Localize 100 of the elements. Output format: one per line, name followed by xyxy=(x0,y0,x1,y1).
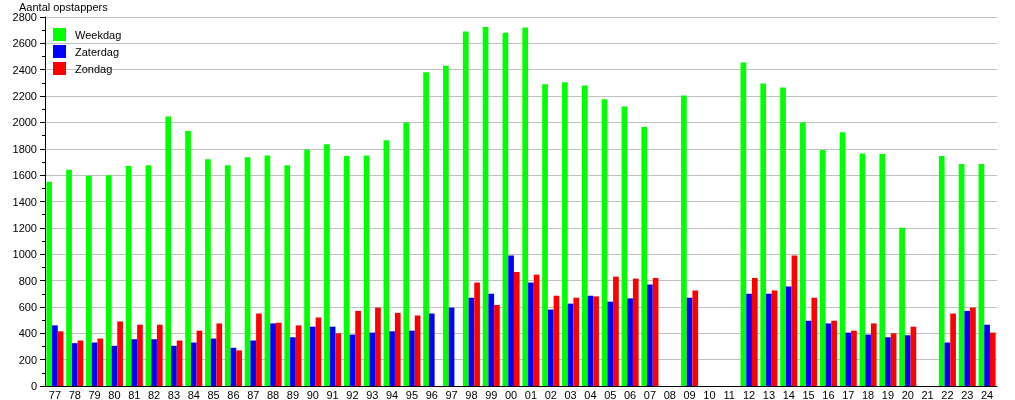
x-tick-label: 24 xyxy=(980,388,994,400)
bar xyxy=(205,159,211,386)
bar xyxy=(845,332,852,386)
y-tick-label: 2000 xyxy=(12,116,37,129)
bar xyxy=(284,165,291,386)
bar xyxy=(632,278,639,386)
bar xyxy=(641,127,648,386)
bar xyxy=(613,276,619,386)
bar xyxy=(970,307,976,386)
y-tick-label: 2200 xyxy=(12,90,37,103)
bar xyxy=(409,330,415,386)
x-tick-label: 19 xyxy=(881,388,895,400)
bar xyxy=(428,313,435,386)
x-tick-label: 78 xyxy=(68,388,81,400)
bar xyxy=(831,320,837,386)
bar xyxy=(593,296,599,386)
legend-label: Weekdag xyxy=(75,28,122,41)
x-tick-label: 03 xyxy=(564,388,577,400)
bar xyxy=(627,298,633,386)
x-tick-label: 16 xyxy=(822,388,835,400)
bar xyxy=(870,323,877,386)
y-tick-label: 400 xyxy=(18,327,37,340)
bar xyxy=(899,227,905,386)
bar xyxy=(97,338,104,386)
x-tick-label: 23 xyxy=(961,388,974,400)
bar xyxy=(389,331,395,386)
x-tick-label: 01 xyxy=(524,388,538,400)
bar xyxy=(369,332,376,386)
bar xyxy=(394,312,401,386)
x-tick-label: 05 xyxy=(604,388,617,400)
bar xyxy=(474,282,480,386)
bar xyxy=(573,297,580,386)
x-tick-label: 04 xyxy=(584,388,597,400)
bar xyxy=(355,310,361,386)
bar xyxy=(171,345,177,386)
x-tick-label: 93 xyxy=(366,388,379,400)
bar xyxy=(522,27,529,386)
bar xyxy=(785,286,792,386)
bar xyxy=(190,342,197,386)
x-tick-label: 02 xyxy=(544,388,557,400)
x-tick-label: 17 xyxy=(842,388,855,400)
x-tick-label: 11 xyxy=(723,388,735,400)
bar xyxy=(547,309,554,386)
x-tick-label: 18 xyxy=(861,388,875,400)
x-tick-label: 77 xyxy=(48,388,62,400)
x-tick-label: 15 xyxy=(802,388,815,400)
bar xyxy=(52,325,58,386)
bar xyxy=(309,326,316,386)
bar xyxy=(443,65,449,386)
bar xyxy=(224,165,231,386)
x-tick-label: 86 xyxy=(227,388,240,400)
x-tick-label: 90 xyxy=(306,388,319,400)
y-tick-label: 1200 xyxy=(12,221,37,234)
bar xyxy=(343,156,350,386)
y-tick-label: 800 xyxy=(18,274,37,287)
bar xyxy=(938,156,945,386)
bar xyxy=(508,255,514,386)
bar xyxy=(647,284,653,386)
bar xyxy=(66,169,72,386)
bar xyxy=(256,313,262,386)
bar xyxy=(46,181,53,386)
bar xyxy=(151,339,157,386)
x-tick-label: 00 xyxy=(504,388,518,400)
bar xyxy=(780,87,786,386)
x-tick-label: 85 xyxy=(207,388,220,400)
bar xyxy=(607,301,614,386)
bar xyxy=(86,175,92,386)
x-tick-label: 81 xyxy=(128,388,141,400)
bar xyxy=(811,297,818,386)
bar xyxy=(275,322,282,386)
y-tick-label: 2400 xyxy=(12,63,37,76)
bar xyxy=(692,290,699,386)
x-tick-label: 98 xyxy=(465,388,478,400)
bar xyxy=(290,337,296,386)
x-tick-label: 12 xyxy=(742,388,756,400)
bar xyxy=(185,130,191,386)
x-tick-label: 06 xyxy=(623,388,637,400)
bar xyxy=(964,310,971,386)
bar xyxy=(165,116,172,386)
bar xyxy=(800,122,806,386)
y-tick-label: 2800 xyxy=(12,11,37,23)
x-tick-label: 20 xyxy=(901,388,914,400)
x-tick-label: 96 xyxy=(425,388,438,400)
bar xyxy=(335,333,342,386)
x-tick-label: 13 xyxy=(762,388,776,400)
legend-label: Zondag xyxy=(75,62,113,75)
bar xyxy=(989,332,996,386)
bar xyxy=(819,150,826,386)
x-tick-label: 82 xyxy=(147,388,161,400)
x-tick-label: 88 xyxy=(266,388,280,400)
bar xyxy=(751,277,758,386)
x-tick-label: 10 xyxy=(703,388,716,400)
bar xyxy=(324,144,330,386)
bar xyxy=(885,337,891,386)
bar xyxy=(236,350,242,386)
bar xyxy=(117,321,123,386)
x-tick-label: 79 xyxy=(88,388,101,400)
bar xyxy=(760,83,767,386)
y-tick-label: 1600 xyxy=(12,169,37,182)
bar xyxy=(879,154,886,386)
